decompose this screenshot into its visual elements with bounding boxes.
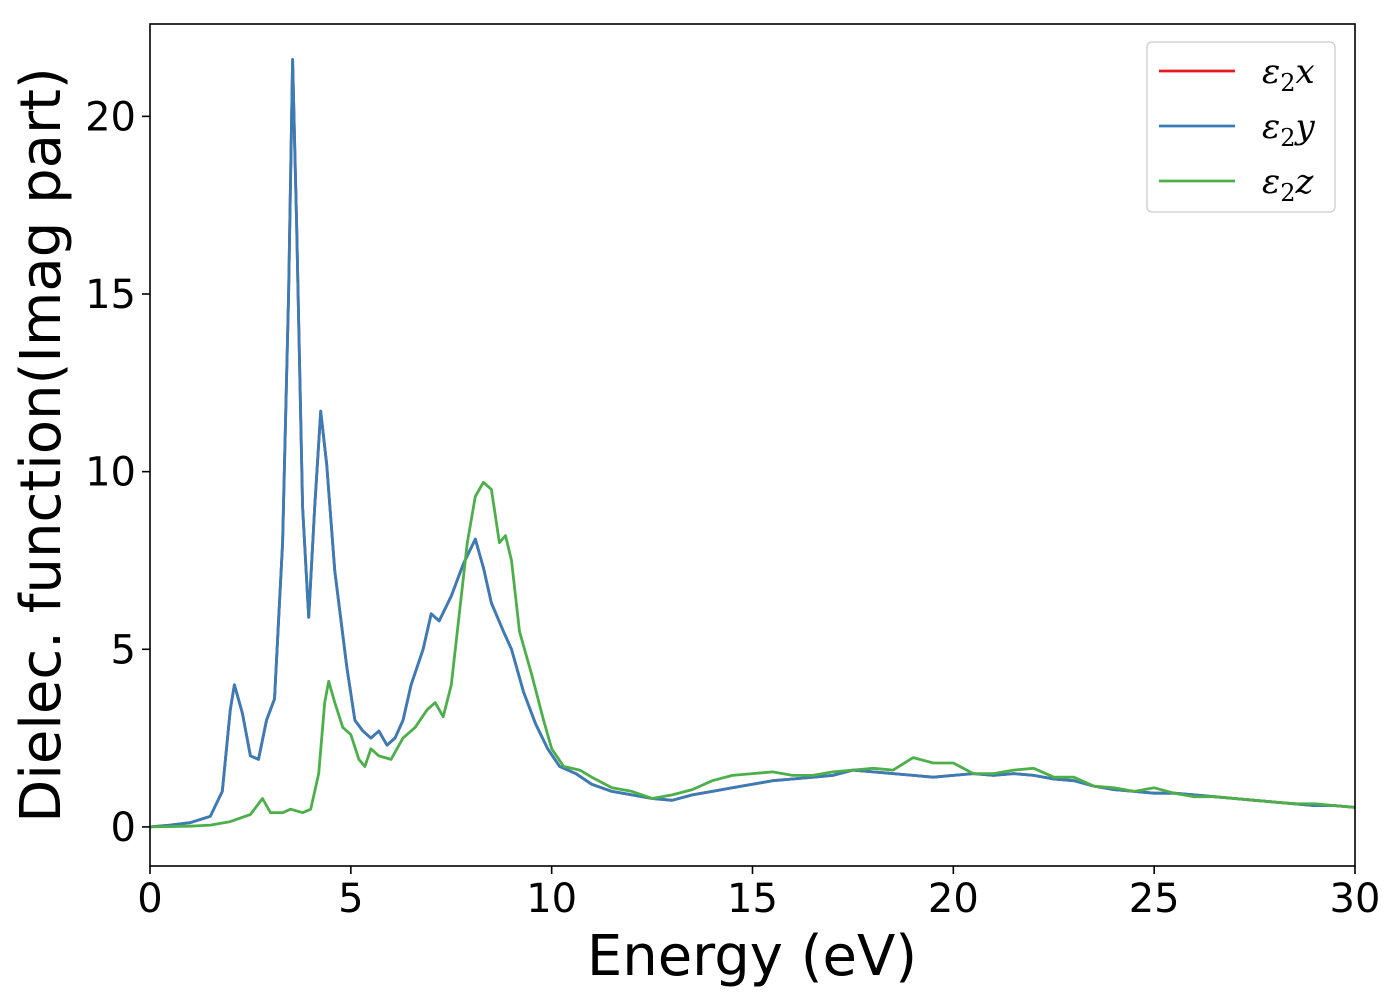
- legend-symbol-x: ε: [1262, 52, 1280, 92]
- x-axis: 0 5 10 15 20 25 30: [137, 866, 1380, 922]
- x-tick-label-5: 25: [1129, 876, 1180, 922]
- legend-axis-z: z: [1295, 162, 1315, 202]
- legend-subscript-z: 2: [1280, 179, 1295, 207]
- y-axis: 0 5 10 15 20: [85, 94, 150, 851]
- y-axis-label: Dielec. function(Imag part): [9, 67, 74, 823]
- x-tick-label-3: 15: [727, 876, 778, 922]
- y-tick-label-2: 10: [85, 450, 136, 496]
- x-axis-label: Energy (eV): [587, 924, 917, 989]
- legend-label-y: ε2y: [1262, 107, 1316, 152]
- series-line-1: [150, 58, 1355, 829]
- y-tick-label-4: 20: [85, 94, 136, 140]
- legend-box: [1146, 41, 1336, 213]
- x-tick-label-1: 5: [338, 876, 363, 922]
- legend-subscript-y: 2: [1280, 124, 1295, 152]
- x-tick-label-0: 0: [137, 876, 162, 922]
- y-tick-label-3: 15: [85, 272, 136, 318]
- y-tick-label-1: 5: [111, 627, 136, 673]
- legend-label-z: ε2z: [1262, 162, 1315, 207]
- legend-label-x: ε2x: [1262, 52, 1315, 97]
- y-tick-label-0: 0: [111, 805, 136, 851]
- x-tick-label-6: 30: [1330, 876, 1381, 922]
- series-line-2: [150, 480, 1355, 829]
- legend-symbol-z: ε: [1262, 162, 1280, 202]
- legend-axis-y: y: [1294, 107, 1316, 147]
- legend-axis-x: x: [1296, 52, 1315, 92]
- x-tick-label-2: 10: [526, 876, 577, 922]
- series-layer: [150, 58, 1355, 829]
- legend-subscript-x: 2: [1280, 69, 1295, 97]
- x-tick-label-4: 20: [928, 876, 979, 922]
- legend-symbol-y: ε: [1262, 107, 1280, 147]
